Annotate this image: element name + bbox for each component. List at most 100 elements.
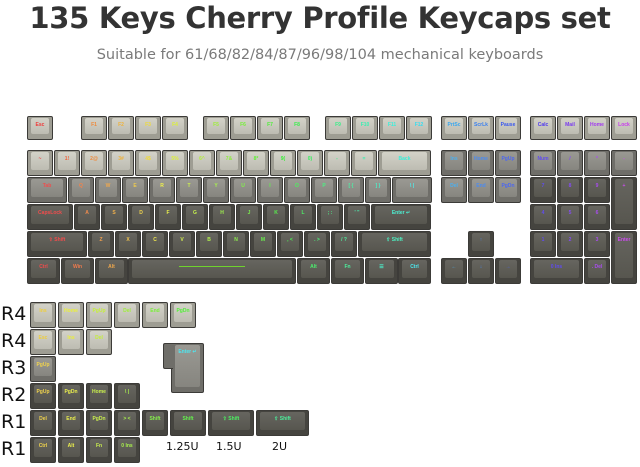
key-bottom-row: Ctrl: [27, 258, 60, 284]
keycap-surface: [328, 152, 346, 170]
keycap-surface: [175, 345, 200, 387]
key-legend: J: [247, 210, 251, 216]
extra-keycap: End: [142, 302, 168, 328]
key-a-row: D: [128, 204, 154, 230]
key-legend: Ins: [450, 156, 458, 162]
key-legend: Alt: [67, 443, 75, 449]
keycap-surface: [118, 412, 136, 430]
key-fn: F7: [257, 116, 283, 140]
key-legend: 1: [541, 237, 545, 243]
numpad-key: 1: [530, 231, 556, 257]
key-legend: 9: [595, 183, 599, 189]
key-legend: ⇧ Shift: [222, 416, 240, 422]
key-legend: > <: [123, 416, 131, 422]
key-legend: Ctrl: [410, 264, 419, 270]
key-legend: PgDn: [176, 308, 190, 314]
key-shift-row: V: [169, 231, 195, 257]
key-legend: -: [336, 156, 338, 162]
numpad-key: 8: [557, 177, 583, 203]
key-legend: -: [623, 156, 625, 162]
keycap-surface: [62, 331, 80, 349]
key-legend: ] }: [375, 183, 381, 189]
numpad-key: *: [584, 150, 610, 176]
key-legend: 6: [595, 210, 599, 216]
key-legend: Alt: [108, 264, 115, 270]
key-legend: End: [66, 416, 76, 422]
keycap-surface: [369, 179, 387, 197]
key-legend: X: [126, 237, 130, 243]
key-legend: ⇧ Shift: [48, 237, 66, 243]
row-profile-label: R2: [1, 384, 27, 406]
key-nav: PgUp: [495, 150, 521, 176]
keycap-surface: [132, 260, 292, 278]
row-profile-label: R4: [1, 303, 27, 325]
keycap-surface: [261, 118, 279, 134]
keycap-surface: [132, 206, 150, 224]
keycap-surface: [355, 152, 373, 170]
row-profile-label: R3: [1, 357, 27, 379]
extra-keycap: PgDn: [86, 410, 112, 436]
keycap-surface: [301, 152, 319, 170]
keycap-surface: [615, 152, 633, 170]
numpad-key: 9: [584, 177, 610, 203]
key-legend: ↑: [479, 237, 483, 243]
key-bottom-row: Win: [61, 258, 94, 284]
key-fn: F2: [108, 116, 134, 140]
keycap-surface: [90, 439, 108, 457]
key-legend: ' ": [354, 210, 360, 216]
key-legend: F6: [240, 122, 246, 128]
keycap-surface: [402, 260, 427, 278]
key-legend: Home: [92, 389, 106, 395]
keycap-surface: [34, 331, 52, 349]
key-shift-row: ⇧ Shift: [27, 231, 87, 257]
extra-keycap: Home: [58, 302, 84, 328]
key-legend: [ {: [348, 183, 354, 189]
keycap-surface: [240, 206, 258, 224]
keycap-surface: [294, 206, 312, 224]
keycap-surface: [62, 412, 80, 430]
key-legend: \ |: [409, 183, 415, 189]
keycap-surface: [78, 206, 96, 224]
key-legend: 0 Ins: [121, 443, 133, 449]
keycap-surface: [146, 304, 164, 322]
keycap-surface: [534, 118, 552, 134]
key-legend: CapsLock: [38, 210, 62, 216]
key-legend: Pause: [500, 122, 516, 128]
key-q-row: \ |: [392, 177, 432, 203]
key-legend: L: [301, 210, 305, 216]
key-shift-row: Z: [88, 231, 114, 257]
extra-keycap: Shift: [142, 410, 168, 436]
keycap-surface: [99, 179, 117, 197]
keycap-surface: [561, 118, 579, 134]
key-legend: End: [476, 183, 486, 189]
key-a-row: Enter ↵: [371, 204, 431, 230]
key-legend: F5: [213, 122, 219, 128]
key-number-row: 9(: [270, 150, 296, 176]
key-legend: 3#: [118, 156, 124, 162]
keycap-surface: [369, 260, 394, 278]
extra-keycap: > <: [114, 410, 140, 436]
keycap-surface: [180, 179, 198, 197]
keycap-surface: [85, 118, 103, 134]
key-fn: F9: [325, 116, 351, 140]
key-legend: Del: [39, 416, 47, 422]
key-legend: G: [193, 210, 197, 216]
key-legend: F2: [118, 122, 124, 128]
keycap-surface: [65, 260, 90, 278]
keycap-surface: [274, 152, 292, 170]
key-legend: ↓: [479, 264, 483, 270]
keycap-surface: [247, 152, 265, 170]
keycap-surface: [234, 179, 252, 197]
extra-keycap: PgDn: [170, 302, 196, 328]
extra-keycap: \ |: [114, 383, 140, 409]
keycap-surface: [99, 260, 124, 278]
keycap-surface: [472, 118, 490, 134]
key-fn: F10: [352, 116, 378, 140]
keycap-surface: [534, 206, 552, 224]
keycap-surface: [301, 260, 326, 278]
key-legend: D: [139, 210, 143, 216]
key-legend: PgUp: [36, 389, 50, 395]
key-legend: Q: [79, 183, 83, 189]
keycap-surface: [118, 439, 136, 457]
extra-keycap: Ctrl: [30, 437, 56, 463]
